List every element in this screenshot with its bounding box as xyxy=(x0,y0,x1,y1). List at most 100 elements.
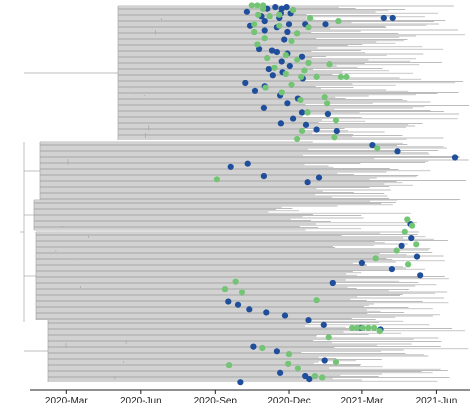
tip-point xyxy=(371,324,378,331)
tip-point xyxy=(278,89,285,96)
tip-point xyxy=(213,176,220,183)
x-tick-label: 2021-Jun xyxy=(416,396,458,403)
tip-point xyxy=(259,345,266,352)
tip-point xyxy=(246,306,253,313)
tip-point xyxy=(243,8,250,15)
tip-point xyxy=(369,142,376,149)
tip-point xyxy=(451,154,459,161)
tip-point xyxy=(268,47,276,54)
tip-point xyxy=(278,58,285,65)
tip-point xyxy=(232,278,239,285)
tip-point xyxy=(254,2,261,9)
tip-point xyxy=(244,160,251,167)
tip-point xyxy=(294,365,301,372)
tip-point xyxy=(329,279,336,287)
tip-point xyxy=(358,259,365,266)
tip-point xyxy=(284,28,291,35)
x-tick-label: 2020-Jun xyxy=(120,396,162,403)
tip-point xyxy=(278,5,285,12)
tip-point xyxy=(251,21,258,28)
tip-point xyxy=(277,369,284,376)
tree-branches xyxy=(20,5,470,382)
tip-point xyxy=(269,72,276,79)
tip-point xyxy=(290,115,297,122)
tip-point xyxy=(321,357,328,364)
tip-point xyxy=(413,241,420,248)
tip-point xyxy=(398,242,405,249)
tip-point xyxy=(285,21,293,28)
tip-point xyxy=(271,64,278,71)
tip-point xyxy=(326,61,333,68)
x-tick-label: 2020-Sep xyxy=(194,396,238,403)
tip-point xyxy=(255,11,262,18)
tip-point xyxy=(260,173,267,180)
tip-point xyxy=(325,334,332,341)
tip-point xyxy=(250,343,257,350)
tip-point xyxy=(261,27,268,34)
tip-point xyxy=(298,109,306,116)
x-tick-label: 2020-Dec xyxy=(267,396,310,403)
tip-point xyxy=(380,14,387,22)
tip-point xyxy=(261,18,268,25)
tip-point xyxy=(372,255,379,262)
tip-point xyxy=(238,289,246,296)
tip-point xyxy=(376,328,383,335)
tip-point xyxy=(263,309,270,316)
tip-point xyxy=(261,35,268,42)
tip-point xyxy=(242,79,249,87)
tip-point xyxy=(264,55,271,62)
tip-point xyxy=(283,4,290,11)
tip-point xyxy=(305,317,312,324)
tip-point xyxy=(307,14,314,22)
tip-point xyxy=(306,376,313,383)
tip-point xyxy=(389,14,396,22)
tip-point xyxy=(260,5,267,12)
tip-point xyxy=(262,84,269,91)
tip-point xyxy=(273,49,280,56)
tip-point xyxy=(393,247,400,254)
tip-point xyxy=(276,11,283,18)
tip-point xyxy=(315,174,323,181)
tip-point xyxy=(227,163,234,170)
tip-point xyxy=(251,28,258,35)
tip-point xyxy=(294,56,301,63)
tip-point xyxy=(313,73,320,80)
tip-point xyxy=(273,348,280,355)
tip-point xyxy=(225,298,232,305)
tip-point xyxy=(281,312,289,319)
tip-point xyxy=(301,67,308,74)
tip-point xyxy=(266,13,273,20)
tip-point xyxy=(288,81,295,88)
tip-point xyxy=(248,2,255,9)
tip-point xyxy=(282,52,289,59)
tip-point xyxy=(349,324,356,331)
tip-point xyxy=(272,4,279,11)
tip-point xyxy=(335,18,342,25)
tip-point xyxy=(343,73,350,80)
tip-point xyxy=(298,73,305,80)
tip-point xyxy=(305,59,312,66)
tip-point xyxy=(294,30,301,37)
tip-point xyxy=(305,24,312,31)
tip-point xyxy=(417,272,424,279)
tip-point xyxy=(321,93,328,101)
tip-point xyxy=(337,73,344,80)
tip-point xyxy=(401,228,408,235)
tip-point xyxy=(276,22,283,29)
tip-point xyxy=(320,321,327,328)
tip-point xyxy=(332,359,340,366)
tip-point xyxy=(290,7,297,14)
tip-point xyxy=(285,351,293,358)
x-tick-label: 2021-Mar xyxy=(341,396,384,403)
tip-point xyxy=(286,62,293,70)
tip-point xyxy=(234,301,242,308)
tip-point xyxy=(353,324,361,331)
tip-point xyxy=(251,87,259,94)
tip-point xyxy=(302,121,310,128)
tip-point xyxy=(322,21,329,28)
tip-point xyxy=(319,374,326,381)
tip-point xyxy=(294,135,301,142)
tip-point xyxy=(284,100,291,107)
